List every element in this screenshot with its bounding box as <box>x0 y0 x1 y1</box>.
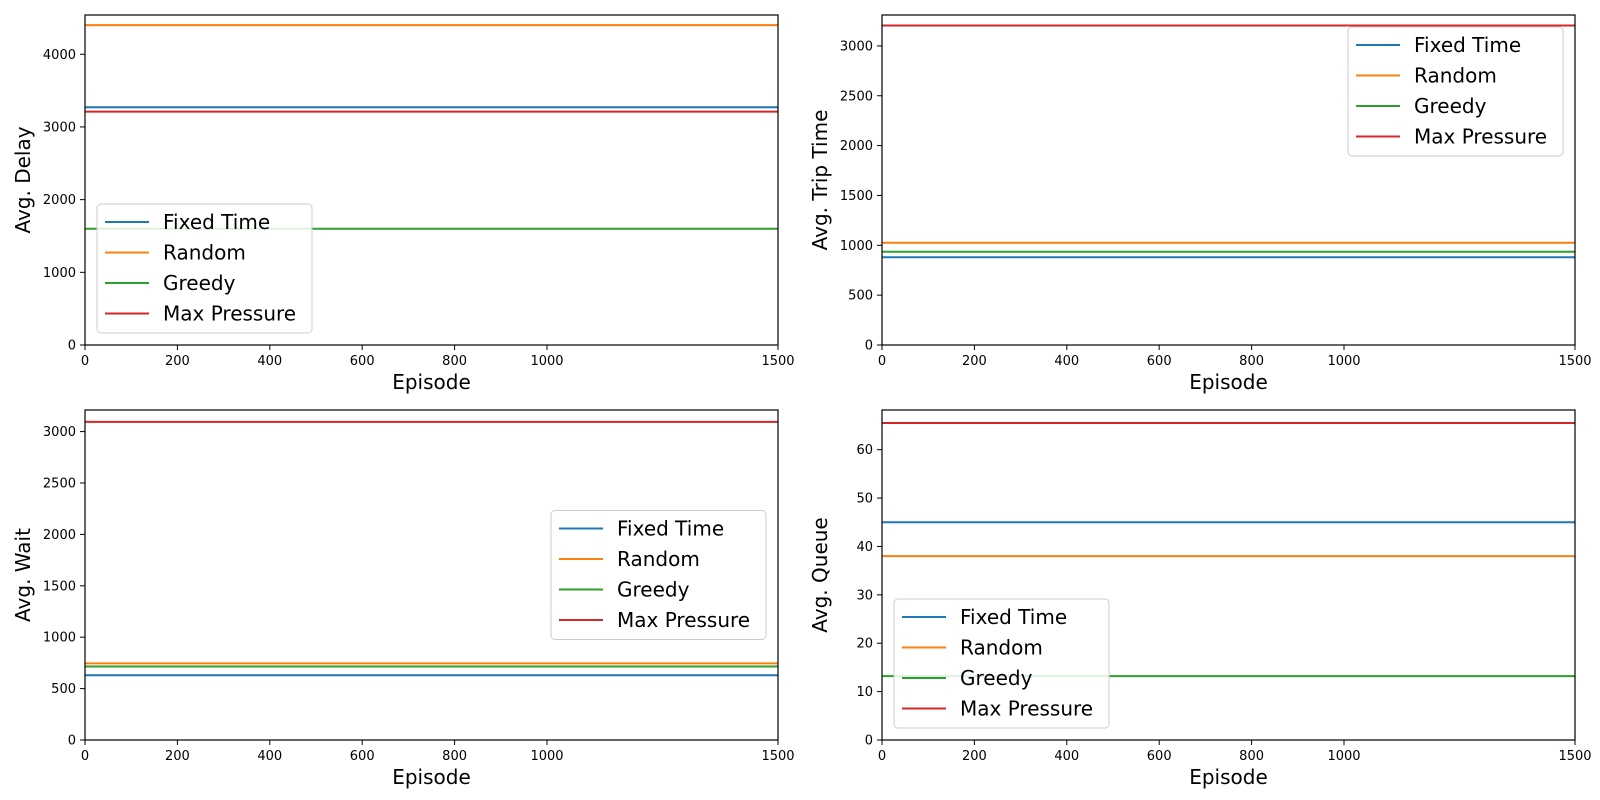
legend-label: Random <box>163 241 246 265</box>
x-axis-label: Episode <box>1189 370 1268 394</box>
legend: Fixed Time Random Greedy Max Pressure <box>893 598 1110 729</box>
y-tick-label: 60 <box>856 443 873 458</box>
x-tick-label: 200 <box>962 749 987 764</box>
x-tick-label: 1500 <box>761 749 794 764</box>
y-axis-label: Avg. Queue <box>808 517 832 632</box>
x-tick-label: 1000 <box>1327 354 1360 369</box>
legend-box <box>96 203 313 334</box>
x-tick-label: 400 <box>257 354 282 369</box>
x-tick-label: 0 <box>878 354 886 369</box>
x-tick-label: 400 <box>1054 354 1079 369</box>
x-tick-label: 600 <box>350 749 375 764</box>
x-axis-label: Episode <box>392 765 471 789</box>
x-tick-label: 600 <box>1147 354 1172 369</box>
legend-label: Random <box>617 547 700 571</box>
y-tick-label: 2000 <box>43 193 76 208</box>
x-tick-label: 200 <box>962 354 987 369</box>
chart-panel-1: 0 200 400 600 800 1000 1500 0 1000 2000 3000 4000 Ep… <box>11 14 795 394</box>
legend-label: Fixed Time <box>960 605 1067 629</box>
x-tick-label: 400 <box>1054 749 1079 764</box>
axes-frame <box>84 14 779 346</box>
y-tick-label: 1500 <box>43 579 76 594</box>
chart-panel-2: 0 200 400 600 800 1000 1500 0 500 1000 1500 2000 250… <box>808 14 1592 394</box>
legend-box <box>893 598 1110 729</box>
legend-label: Max Pressure <box>163 302 296 326</box>
chart-panel-3: 0 200 400 600 800 1000 1500 0 500 1000 1500 2000 250… <box>11 409 795 789</box>
legend-label: Fixed Time <box>1414 33 1521 57</box>
legend-label: Random <box>960 636 1043 660</box>
legend-label: Fixed Time <box>617 517 724 541</box>
x-tick-label: 1000 <box>530 354 563 369</box>
y-tick-label: 4000 <box>43 48 76 63</box>
x-tick-label: 1500 <box>1558 354 1591 369</box>
axes-frame <box>84 409 779 741</box>
y-tick-label: 10 <box>856 685 873 700</box>
x-axis-label: Episode <box>392 370 471 394</box>
legend-box <box>1347 26 1564 157</box>
axes-frame <box>881 14 1576 346</box>
y-axis-label: Avg. Wait <box>11 528 35 622</box>
y-tick-label: 0 <box>68 734 76 749</box>
y-tick-label: 20 <box>856 637 873 652</box>
x-tick-label: 200 <box>165 354 190 369</box>
y-tick-label: 3000 <box>43 120 76 135</box>
legend: Fixed Time Random Greedy Max Pressure <box>1347 26 1564 157</box>
x-tick-label: 800 <box>1239 749 1264 764</box>
x-tick-label: 1500 <box>1558 749 1591 764</box>
chart-panel-4: 0 200 400 600 800 1000 1500 0 10 20 30 40 50 60 Episod… <box>808 409 1592 789</box>
y-tick-label: 3000 <box>43 425 76 440</box>
x-tick-label: 1000 <box>530 749 563 764</box>
y-tick-label: 0 <box>865 339 873 354</box>
x-tick-label: 1000 <box>1327 749 1360 764</box>
y-tick-label: 2500 <box>43 476 76 491</box>
x-tick-label: 0 <box>81 749 89 764</box>
legend-label: Greedy <box>1414 94 1487 118</box>
y-tick-label: 1000 <box>43 266 76 281</box>
x-tick-label: 400 <box>257 749 282 764</box>
legend: Fixed Time Random Greedy Max Pressure <box>550 510 767 640</box>
x-tick-label: 0 <box>81 354 89 369</box>
legend-label: Greedy <box>617 578 690 602</box>
y-tick-label: 40 <box>856 540 873 555</box>
legend-box <box>550 510 767 640</box>
legend-label: Max Pressure <box>1414 125 1547 149</box>
x-tick-label: 200 <box>165 749 190 764</box>
x-tick-label: 0 <box>878 749 886 764</box>
x-tick-label: 600 <box>1147 749 1172 764</box>
y-axis-label: Avg. Delay <box>11 126 35 233</box>
y-tick-label: 2000 <box>43 528 76 543</box>
x-tick-label: 800 <box>442 749 467 764</box>
x-tick-label: 800 <box>1239 354 1264 369</box>
legend-label: Fixed Time <box>163 210 270 234</box>
legend-label: Max Pressure <box>960 697 1093 721</box>
y-tick-label: 2000 <box>840 139 873 154</box>
y-tick-label: 1000 <box>840 239 873 254</box>
y-tick-label: 0 <box>865 734 873 749</box>
legend-label: Greedy <box>960 666 1033 690</box>
y-tick-label: 30 <box>856 588 873 603</box>
y-tick-label: 1500 <box>840 189 873 204</box>
y-tick-label: 0 <box>68 339 76 354</box>
legend-label: Greedy <box>163 271 236 295</box>
x-tick-label: 1500 <box>761 354 794 369</box>
y-tick-label: 3000 <box>840 39 873 54</box>
y-tick-label: 1000 <box>43 631 76 646</box>
x-axis-label: Episode <box>1189 765 1268 789</box>
x-tick-label: 800 <box>442 354 467 369</box>
y-tick-label: 50 <box>856 492 873 507</box>
y-tick-label: 500 <box>51 682 76 697</box>
legend-label: Random <box>1414 64 1497 88</box>
legend-label: Max Pressure <box>617 608 750 632</box>
x-tick-label: 600 <box>350 354 375 369</box>
y-tick-label: 2500 <box>840 89 873 104</box>
y-axis-label: Avg. Trip Time <box>808 110 832 251</box>
y-tick-label: 500 <box>848 289 873 304</box>
legend: Fixed Time Random Greedy Max Pressure <box>96 203 313 334</box>
axes-frame <box>881 409 1576 741</box>
